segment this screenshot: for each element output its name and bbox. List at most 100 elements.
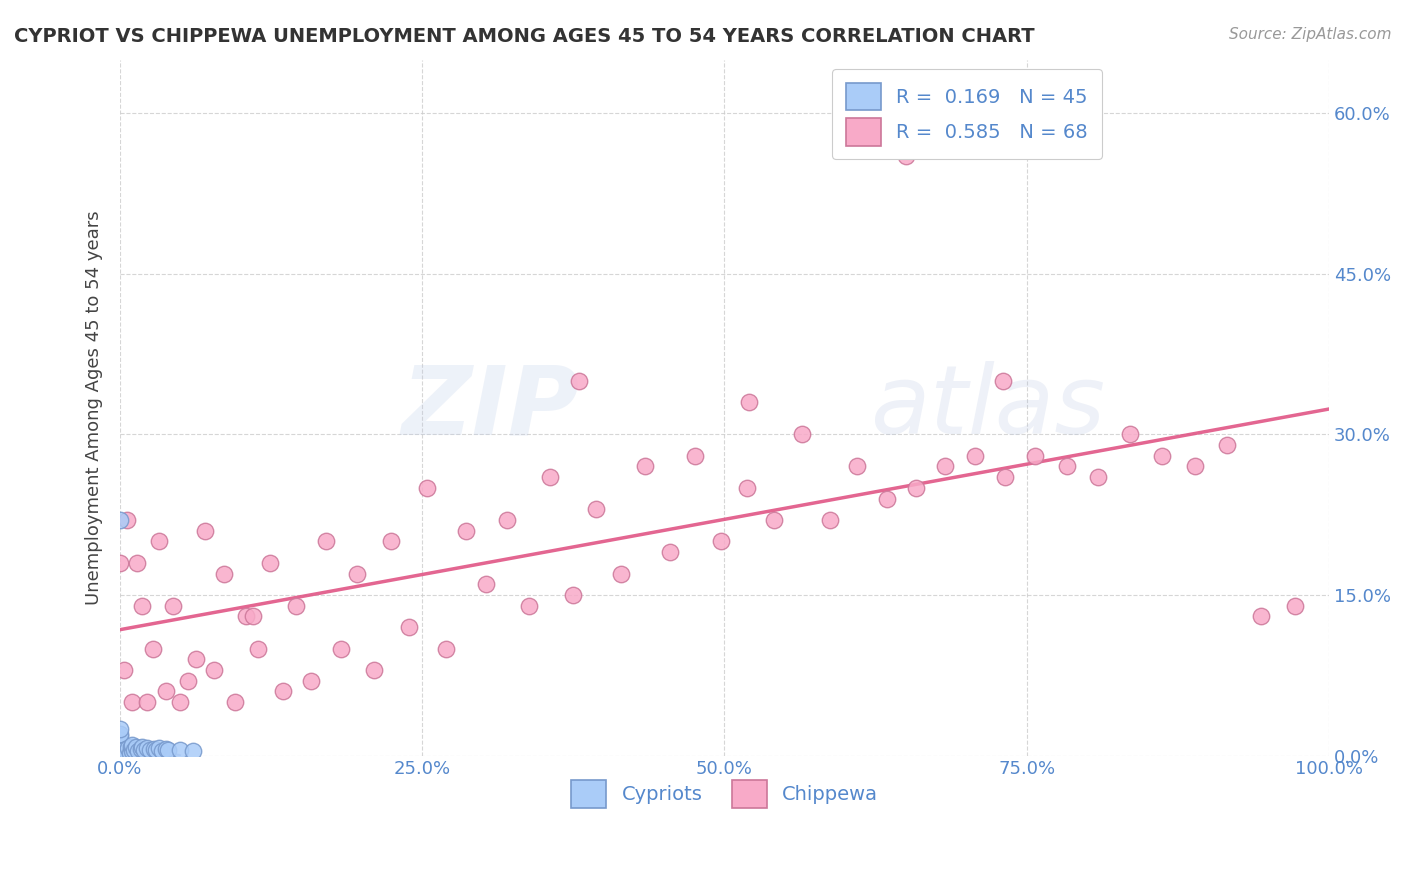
Point <box>242 609 264 624</box>
Point <box>1118 427 1140 442</box>
Point <box>121 738 143 752</box>
Point <box>118 747 141 761</box>
Point <box>134 743 156 757</box>
Point <box>108 736 131 750</box>
Point <box>127 744 149 758</box>
Point <box>148 534 170 549</box>
Point <box>108 737 131 751</box>
Point <box>346 566 368 581</box>
Point <box>148 741 170 756</box>
Point <box>108 556 131 570</box>
Point <box>1024 449 1046 463</box>
Point <box>169 695 191 709</box>
Point <box>124 743 146 757</box>
Point <box>737 481 759 495</box>
Point <box>876 491 898 506</box>
Point <box>994 470 1017 484</box>
Point <box>1152 449 1174 463</box>
Text: ZIP: ZIP <box>402 361 579 454</box>
Point <box>108 739 131 754</box>
Point <box>1184 459 1206 474</box>
Point <box>416 481 439 495</box>
Point <box>120 739 142 754</box>
Point <box>380 534 402 549</box>
Point <box>299 673 322 688</box>
Point <box>991 374 1014 388</box>
Point <box>271 684 294 698</box>
Point <box>108 748 131 763</box>
Point <box>963 449 986 463</box>
Point <box>108 729 131 743</box>
Point <box>363 663 385 677</box>
Point <box>125 739 148 754</box>
Text: atlas: atlas <box>869 361 1105 454</box>
Point <box>894 149 917 163</box>
Point <box>108 748 131 763</box>
Y-axis label: Unemployment Among Ages 45 to 54 years: Unemployment Among Ages 45 to 54 years <box>86 211 103 605</box>
Point <box>1284 599 1306 613</box>
Point <box>1250 609 1272 624</box>
Point <box>115 513 138 527</box>
Point <box>121 695 143 709</box>
Point <box>176 673 198 688</box>
Point <box>934 459 956 474</box>
Point <box>1216 438 1239 452</box>
Point <box>131 739 153 754</box>
Point <box>585 502 607 516</box>
Point <box>904 481 927 495</box>
Point <box>818 513 841 527</box>
Point <box>108 739 131 753</box>
Point <box>398 620 420 634</box>
Point <box>112 663 135 677</box>
Point <box>330 641 353 656</box>
Point <box>112 748 135 763</box>
Point <box>162 599 184 613</box>
Point <box>108 513 131 527</box>
Point <box>121 744 143 758</box>
Point <box>139 743 162 757</box>
Point <box>108 748 131 763</box>
Point <box>1056 459 1078 474</box>
Point <box>710 534 733 549</box>
Text: Source: ZipAtlas.com: Source: ZipAtlas.com <box>1229 27 1392 42</box>
Point <box>202 663 225 677</box>
Point <box>129 742 152 756</box>
Point <box>315 534 337 549</box>
Point <box>212 566 235 581</box>
Point <box>108 743 131 757</box>
Point <box>155 684 177 698</box>
Point <box>538 470 561 484</box>
Point <box>117 741 139 756</box>
Point <box>634 459 657 474</box>
Point <box>135 695 157 709</box>
Point <box>495 513 517 527</box>
Point <box>135 741 157 756</box>
Point <box>454 524 477 538</box>
Point <box>157 743 180 757</box>
Point <box>169 743 191 757</box>
Point <box>224 695 246 709</box>
Point <box>145 743 167 757</box>
Point <box>108 744 131 758</box>
Point <box>108 732 131 747</box>
Point <box>108 748 131 763</box>
Point <box>150 744 173 758</box>
Point <box>790 427 813 442</box>
Point <box>108 747 131 761</box>
Point <box>108 738 131 752</box>
Point <box>737 395 759 409</box>
Point <box>142 641 165 656</box>
Point <box>763 513 786 527</box>
Point <box>194 524 217 538</box>
Point <box>155 742 177 756</box>
Point <box>112 743 135 757</box>
Point <box>115 745 138 759</box>
Point <box>108 742 131 756</box>
Point <box>142 742 165 756</box>
Point <box>436 641 458 656</box>
Point <box>246 641 269 656</box>
Point <box>1087 470 1109 484</box>
Point <box>108 745 131 759</box>
Point <box>108 722 131 736</box>
Legend: Cypriots, Chippewa: Cypriots, Chippewa <box>564 772 886 815</box>
